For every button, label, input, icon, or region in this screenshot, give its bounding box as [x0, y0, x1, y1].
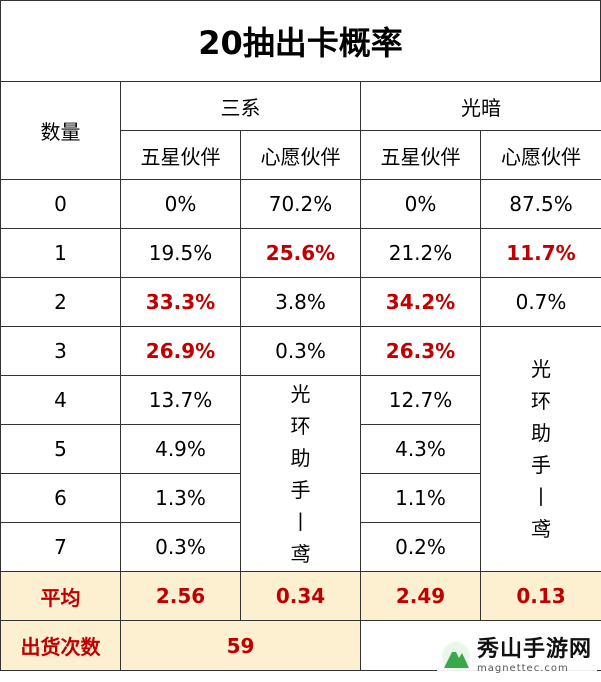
probability-table: 数量 三系 光暗 五星伙伴 心愿伙伴 五星伙伴 心愿伙伴 0 0% 70.2% …	[0, 81, 601, 671]
table-row: 0 0% 70.2% 0% 87.5%	[0, 179, 601, 229]
average-label: 平均	[0, 571, 121, 621]
cell-b-wish: 87.5%	[480, 179, 601, 229]
cell-b-five-star: 12.7%	[360, 375, 481, 425]
mountain-logo-icon	[442, 642, 470, 670]
header-group-a: 三系	[120, 81, 361, 131]
average-a-wish: 0.34	[240, 571, 361, 621]
vertical-note-b: 光环助手丨鸢	[531, 357, 551, 541]
shipments-label: 出货次数	[0, 620, 121, 671]
cell-a-wish: 3.8%	[240, 277, 361, 327]
table-row: 2 33.3% 3.8% 34.2% 0.7%	[0, 277, 601, 327]
row-count: 3	[0, 326, 121, 376]
cell-b-five-star: 0.2%	[360, 522, 481, 572]
table-row: 6 1.3% 1.1%	[0, 473, 601, 523]
row-count: 5	[0, 424, 121, 474]
row-count: 1	[0, 228, 121, 278]
header-a-five-star: 五星伙伴	[120, 130, 241, 180]
cell-a-five-star: 19.5%	[120, 228, 241, 278]
cell-b-five-star: 21.2%	[360, 228, 481, 278]
merged-note-a: 光环助手丨鸢	[240, 375, 361, 572]
row-count: 2	[0, 277, 121, 327]
shipments-value: 59	[120, 620, 361, 671]
average-b-five-star: 2.49	[360, 571, 481, 621]
cell-a-wish: 70.2%	[240, 179, 361, 229]
row-count: 4	[0, 375, 121, 425]
header-a-wish: 心愿伙伴	[240, 130, 361, 180]
table-row: 3 26.9% 0.3% 26.3% 光环助手丨鸢	[0, 326, 601, 572]
cell-b-five-star: 26.3%	[360, 326, 481, 376]
site-watermark: 秀山手游网 magnettec.com	[437, 634, 597, 678]
header-b-five-star: 五星伙伴	[360, 130, 481, 180]
vertical-note-a: 光环助手丨鸢	[290, 381, 311, 566]
header-count: 数量	[0, 81, 121, 180]
cell-b-five-star: 0%	[360, 179, 481, 229]
cell-b-five-star: 4.3%	[360, 424, 481, 474]
cell-b-wish: 0.7%	[480, 277, 601, 327]
table-row: 4 13.7% 光环助手丨鸢 12.7%	[0, 375, 601, 572]
header-row-group: 数量 三系 光暗	[0, 81, 601, 180]
header-group-b: 光暗	[360, 81, 601, 131]
cell-b-wish: 11.7%	[480, 228, 601, 278]
cell-a-five-star: 26.9%	[120, 326, 241, 376]
table-row: 7 0.3% 0.2%	[0, 522, 601, 572]
average-b-wish: 0.13	[480, 571, 601, 621]
cell-a-five-star: 0%	[120, 179, 241, 229]
row-count: 0	[0, 179, 121, 229]
header-b-wish: 心愿伙伴	[480, 130, 601, 180]
cell-b-five-star: 1.1%	[360, 473, 481, 523]
cell-a-five-star: 4.9%	[120, 424, 241, 474]
table-row: 1 19.5% 25.6% 21.2% 11.7%	[0, 228, 601, 278]
watermark-text: 秀山手游网 magnettec.com	[477, 636, 593, 674]
table-row: 5 4.9% 4.3%	[0, 424, 601, 474]
cell-a-five-star: 13.7%	[120, 375, 241, 425]
row-count: 6	[0, 473, 121, 523]
average-row: 平均 2.56 0.34 2.49 0.13	[0, 571, 601, 621]
watermark-site: magnettec.com	[477, 662, 569, 674]
average-a-five-star: 2.56	[120, 571, 241, 621]
cell-a-wish: 0.3%	[240, 326, 361, 376]
watermark-name: 秀山手游网	[477, 636, 593, 662]
cell-a-five-star: 33.3%	[120, 277, 241, 327]
cell-a-five-star: 0.3%	[120, 522, 241, 572]
cell-a-wish: 25.6%	[240, 228, 361, 278]
page-title: 20抽出卡概率	[0, 0, 601, 81]
cell-a-five-star: 1.3%	[120, 473, 241, 523]
merged-note-b: 光环助手丨鸢	[480, 326, 601, 572]
cell-b-five-star: 34.2%	[360, 277, 481, 327]
row-count: 7	[0, 522, 121, 572]
